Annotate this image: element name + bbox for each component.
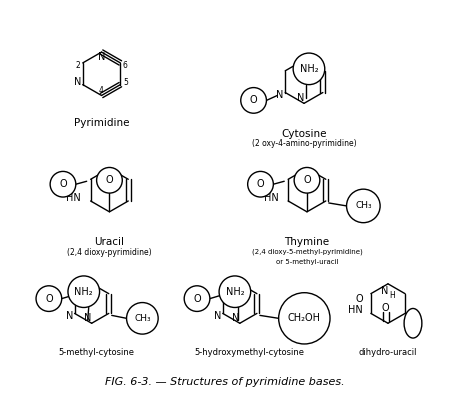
Text: H: H	[308, 67, 314, 76]
Text: NH₂: NH₂	[226, 287, 244, 297]
Circle shape	[68, 276, 100, 308]
Circle shape	[36, 286, 62, 312]
Circle shape	[279, 293, 330, 344]
Circle shape	[50, 172, 76, 197]
Text: 2: 2	[75, 61, 80, 70]
Circle shape	[184, 286, 210, 312]
Circle shape	[97, 168, 122, 193]
Text: Pyrimidine: Pyrimidine	[74, 118, 129, 128]
Text: N: N	[85, 286, 92, 296]
Text: N: N	[302, 62, 310, 72]
Text: (2,4 dioxy-5-methyl-pyrimidine): (2,4 dioxy-5-methyl-pyrimidine)	[252, 248, 362, 255]
Text: 5: 5	[123, 78, 128, 87]
Text: N: N	[233, 286, 240, 296]
Text: O: O	[250, 96, 258, 106]
Text: NH₂: NH₂	[74, 287, 93, 297]
Text: N: N	[98, 52, 105, 62]
Text: (2 oxy-4-amino-pyrimidine): (2 oxy-4-amino-pyrimidine)	[252, 139, 356, 148]
Text: HN: HN	[348, 306, 363, 316]
Text: O: O	[257, 179, 264, 189]
Text: NH₂: NH₂	[299, 64, 318, 74]
Text: HN: HN	[263, 193, 278, 203]
Circle shape	[294, 168, 320, 193]
Text: H: H	[308, 177, 314, 186]
Text: 4: 4	[99, 86, 104, 95]
Text: O: O	[106, 175, 113, 185]
Text: CH₃: CH₃	[355, 202, 372, 210]
Text: H: H	[93, 291, 98, 300]
Text: O: O	[45, 294, 53, 304]
Circle shape	[219, 276, 251, 308]
Text: H: H	[389, 291, 395, 300]
Text: FIG. 6-3. — Structures of pyrimidine bases.: FIG. 6-3. — Structures of pyrimidine bas…	[105, 378, 345, 388]
Text: O: O	[193, 294, 201, 304]
Text: N: N	[103, 170, 110, 180]
Circle shape	[127, 302, 158, 334]
Text: N: N	[300, 170, 308, 180]
Text: N: N	[66, 311, 74, 321]
Text: O: O	[355, 294, 363, 304]
Text: 6: 6	[123, 61, 128, 70]
Text: H: H	[110, 177, 116, 186]
Text: Cytosine: Cytosine	[281, 129, 327, 139]
Text: CH₂OH: CH₂OH	[288, 313, 321, 323]
Text: CH₃: CH₃	[134, 314, 151, 323]
Text: N: N	[74, 77, 82, 87]
Text: N: N	[297, 94, 305, 104]
Text: Uracil: Uracil	[94, 238, 124, 248]
Text: or 5-methyl-uracil: or 5-methyl-uracil	[276, 259, 338, 265]
Text: N: N	[382, 286, 389, 296]
Circle shape	[241, 88, 267, 113]
Text: H: H	[241, 291, 247, 300]
Text: (2,4 dioxy-pyrimidine): (2,4 dioxy-pyrimidine)	[67, 248, 152, 257]
Circle shape	[248, 172, 273, 197]
Text: O: O	[59, 179, 67, 189]
Text: N: N	[214, 311, 221, 321]
Circle shape	[293, 53, 325, 85]
Text: O: O	[303, 175, 311, 185]
Text: N: N	[276, 90, 283, 100]
Text: O: O	[381, 304, 389, 314]
Text: 5-hydroxymethyl-cytosine: 5-hydroxymethyl-cytosine	[195, 348, 305, 357]
Text: HN: HN	[66, 193, 81, 203]
Text: Thymine: Thymine	[285, 238, 330, 248]
Text: dihydro-uracil: dihydro-uracil	[359, 348, 417, 357]
Text: N: N	[232, 313, 239, 323]
Text: N: N	[84, 313, 92, 323]
Text: 5-methyl-cytosine: 5-methyl-cytosine	[59, 348, 134, 357]
Circle shape	[346, 189, 380, 223]
